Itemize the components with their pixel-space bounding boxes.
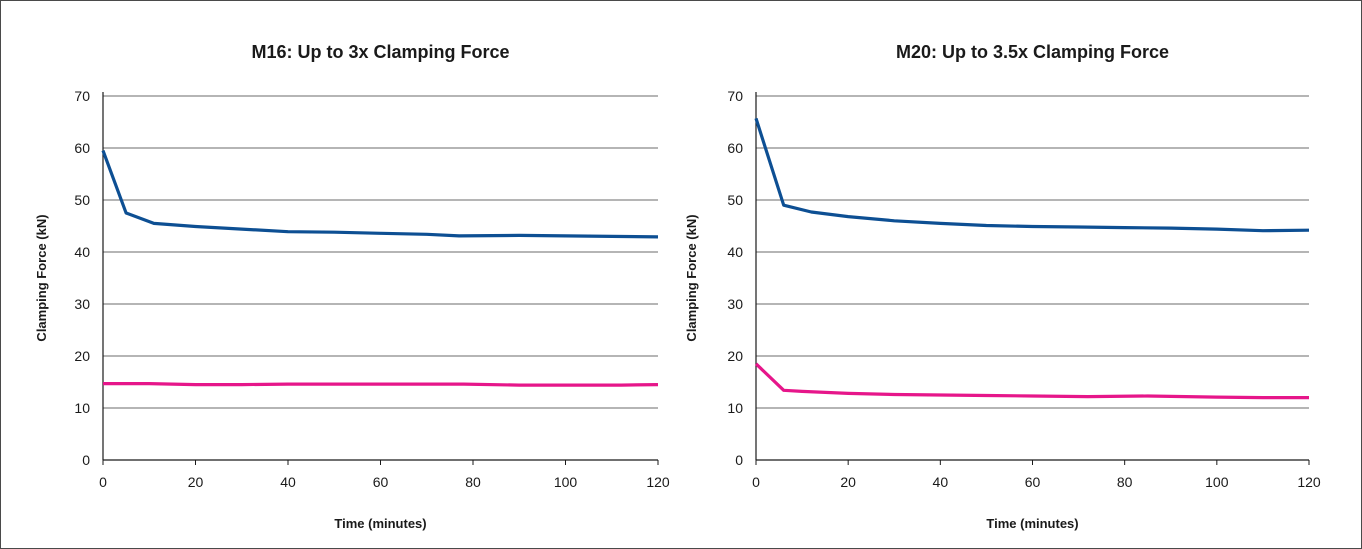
y-tick-label: 30 [727,296,743,312]
series-line-1 [103,382,659,387]
y-tick-label: 50 [727,192,743,208]
y-tick-label: 40 [727,244,743,260]
x-axis-label: Time (minutes) [986,516,1078,531]
x-tick-label: 40 [280,474,296,490]
y-tick-label: 20 [727,348,743,364]
y-tick-label: 60 [727,140,743,156]
y-tick-label: 70 [727,88,743,104]
y-tick-label: 70 [74,88,90,104]
y-tick-label: 0 [735,452,743,468]
y-tick-label: 0 [82,452,90,468]
x-tick-label: 0 [752,474,760,490]
y-tick-label: 20 [74,348,90,364]
x-tick-label: 20 [840,474,856,490]
x-tick-label: 120 [1297,474,1321,490]
x-tick-label: 0 [99,474,107,490]
y-tick-label: 40 [74,244,90,260]
x-tick-label: 80 [465,474,481,490]
series-line-1 [754,362,1309,400]
y-tick-label: 30 [74,296,90,312]
y-tick-label: 50 [74,192,90,208]
x-tick-label: 120 [646,474,670,490]
y-tick-label: 10 [727,400,743,416]
x-tick-label: 100 [1205,474,1229,490]
x-tick-label: 40 [933,474,949,490]
y-tick-label: 10 [74,400,90,416]
y-axis-label: Clamping Force (kN) [684,214,699,341]
x-tick-label: 80 [1117,474,1133,490]
chart-title: M20: Up to 3.5x Clamping Force [896,42,1169,62]
chart-m16: M16: Up to 3x Clamping Force 0 10 20 30 40 50 6… [34,42,670,531]
chart-title: M16: Up to 3x Clamping Force [251,42,509,62]
y-axis-label: Clamping Force (kN) [34,214,49,341]
chart-m20: M20: Up to 3.5x Clamping Force 0 10 20 30 40 5… [684,42,1321,531]
x-tick-label: 60 [373,474,389,490]
x-tick-label: 20 [188,474,204,490]
y-tick-label: 60 [74,140,90,156]
x-axis-label: Time (minutes) [334,516,426,531]
series-line-0 [754,117,1310,233]
series-line-0 [101,150,659,239]
x-tick-label: 100 [554,474,578,490]
x-tick-label: 60 [1025,474,1041,490]
